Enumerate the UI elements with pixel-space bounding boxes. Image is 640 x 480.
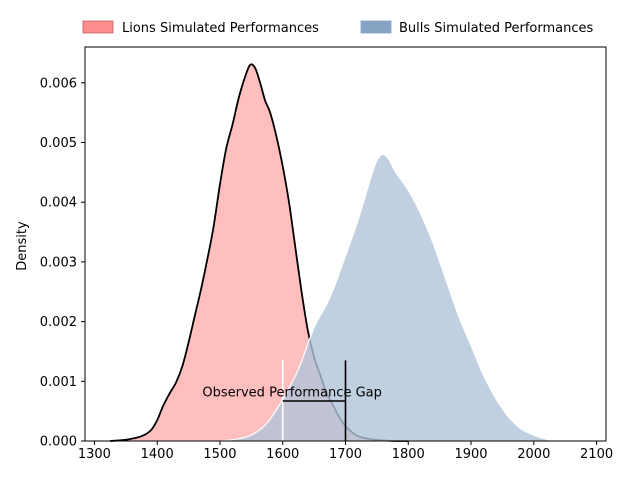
x-tick-label: 1400 xyxy=(141,447,174,462)
x-tick-label: 1700 xyxy=(329,447,362,462)
y-tick-label: 0.005 xyxy=(40,136,77,151)
y-tick-label: 0.000 xyxy=(40,435,77,450)
y-tick-label: 0.001 xyxy=(40,375,77,390)
y-tick-label: 0.006 xyxy=(40,76,77,91)
legend-swatch-bulls xyxy=(360,20,392,34)
x-tick-label: 1900 xyxy=(454,447,487,462)
legend-label-bulls: Bulls Simulated Performances xyxy=(399,21,593,36)
x-tick-label: 1300 xyxy=(78,447,111,462)
density-area-bulls xyxy=(219,154,556,441)
x-tick-label: 1500 xyxy=(203,447,236,462)
legend-label-lions: Lions Simulated Performances xyxy=(122,21,319,36)
annotation-text: Observed Performance Gap xyxy=(202,386,381,401)
x-tick-label: 1600 xyxy=(266,447,299,462)
chart-legend: Lions Simulated Performances Bulls Simul… xyxy=(82,20,593,36)
legend-swatch-lions xyxy=(82,20,114,34)
density-area-lions xyxy=(110,64,409,441)
y-tick-label: 0.004 xyxy=(40,196,77,211)
y-axis-label: Density xyxy=(15,221,30,271)
y-tick-label: 0.002 xyxy=(40,315,77,330)
density-curve-bulls xyxy=(219,153,556,442)
x-tick-label: 1800 xyxy=(392,447,425,462)
x-tick-label: 2000 xyxy=(517,447,550,462)
y-tick-label: 0.003 xyxy=(40,255,77,270)
x-tick-label: 2100 xyxy=(580,447,613,462)
